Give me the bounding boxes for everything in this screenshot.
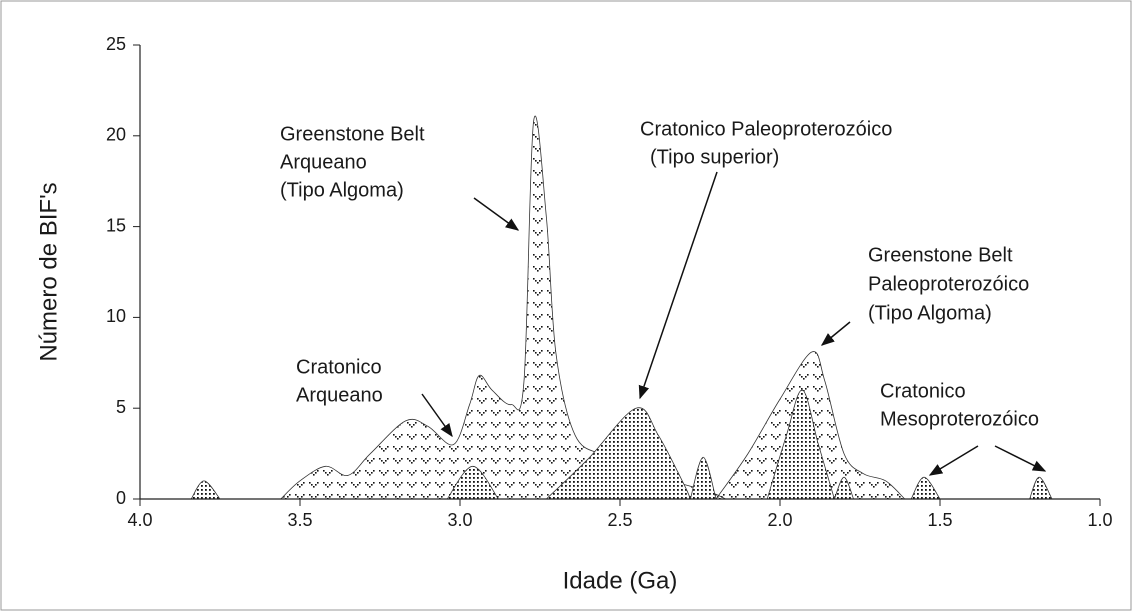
arrow (994, 445, 1047, 472)
annotation: Greenstone Belt (280, 123, 425, 145)
x-axis-label: Idade (Ga) (563, 567, 678, 594)
y-tick-label: 10 (106, 306, 126, 326)
y-tick-label: 5 (116, 397, 126, 417)
annotation: Cratonico (880, 380, 966, 402)
annotation: Arqueano (280, 151, 367, 173)
x-tick-label: 3.0 (447, 510, 472, 530)
arrow (638, 171, 718, 400)
y-tick-label: 0 (116, 488, 126, 508)
arrows (421, 171, 1047, 476)
x-tick-label: 1.5 (927, 510, 952, 530)
annotation: Paleoproterozóico (868, 273, 1029, 295)
annotation: Arqueano (296, 384, 383, 406)
x-tick-label: 4.0 (127, 510, 152, 530)
x-tick-label: 1.0 (1087, 510, 1112, 530)
area (190, 389, 1053, 500)
annotation: (Tipo superior) (650, 146, 779, 168)
x-tick-label: 3.5 (287, 510, 312, 530)
x-tick-label: 2.0 (767, 510, 792, 530)
annotation: (Tipo Algoma) (868, 302, 992, 324)
y-tick-label: 15 (106, 215, 126, 235)
annotation: Cratonico (296, 356, 382, 378)
annotation: Mesoproterozóico (880, 408, 1039, 430)
annotation: Greenstone Belt (868, 244, 1013, 266)
arrow (820, 321, 851, 346)
arrow (928, 445, 979, 476)
y-axis-label: Número de BIF's (35, 182, 62, 361)
arrow (473, 197, 520, 231)
annotation: (Tipo Algoma) (280, 179, 404, 201)
y-tick-label: 20 (106, 125, 126, 145)
arrow (421, 393, 453, 438)
annotation: Cratonico Paleoproterozóico (640, 118, 892, 140)
y-tick-label: 25 (106, 34, 126, 54)
x-tick-label: 2.5 (607, 510, 632, 530)
